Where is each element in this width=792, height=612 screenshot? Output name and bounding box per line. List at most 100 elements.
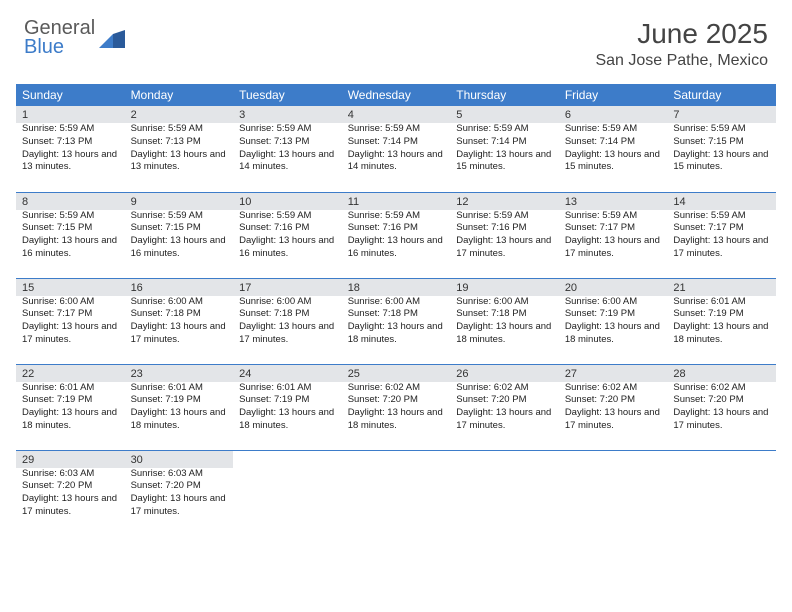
day-number: 21 [667, 279, 776, 296]
day-cell: 30Sunrise: 6:03 AMSunset: 7:20 PMDayligh… [125, 450, 234, 536]
dow-row: SundayMondayTuesdayWednesdayThursdayFrid… [16, 84, 776, 106]
empty-cell [450, 450, 559, 536]
day-cell: 10Sunrise: 5:59 AMSunset: 7:16 PMDayligh… [233, 192, 342, 278]
day-number: 6 [559, 106, 668, 123]
day-number: 17 [233, 279, 342, 296]
day-info: Sunrise: 5:59 AMSunset: 7:13 PMDaylight:… [233, 123, 342, 178]
week-row: 22Sunrise: 6:01 AMSunset: 7:19 PMDayligh… [16, 364, 776, 450]
day-info: Sunrise: 6:00 AMSunset: 7:18 PMDaylight:… [342, 296, 451, 351]
logo-blue: Blue [24, 37, 95, 57]
day-number: 16 [125, 279, 234, 296]
day-cell: 22Sunrise: 6:01 AMSunset: 7:19 PMDayligh… [16, 364, 125, 450]
day-info: Sunrise: 5:59 AMSunset: 7:14 PMDaylight:… [450, 123, 559, 178]
day-info: Sunrise: 5:59 AMSunset: 7:15 PMDaylight:… [667, 123, 776, 178]
dow-cell: Tuesday [233, 84, 342, 106]
empty-cell [233, 450, 342, 536]
day-info: Sunrise: 5:59 AMSunset: 7:17 PMDaylight:… [667, 210, 776, 265]
day-info: Sunrise: 5:59 AMSunset: 7:13 PMDaylight:… [125, 123, 234, 178]
day-number: 3 [233, 106, 342, 123]
day-number: 25 [342, 365, 451, 382]
logo: General Blue [24, 18, 125, 57]
dow-cell: Monday [125, 84, 234, 106]
day-number: 15 [16, 279, 125, 296]
day-info: Sunrise: 6:00 AMSunset: 7:17 PMDaylight:… [16, 296, 125, 351]
week-row: 1Sunrise: 5:59 AMSunset: 7:13 PMDaylight… [16, 106, 776, 192]
day-number: 28 [667, 365, 776, 382]
day-info: Sunrise: 6:01 AMSunset: 7:19 PMDaylight:… [16, 382, 125, 437]
day-info: Sunrise: 5:59 AMSunset: 7:15 PMDaylight:… [16, 210, 125, 265]
location: San Jose Pathe, Mexico [595, 52, 768, 70]
day-number: 22 [16, 365, 125, 382]
dow-cell: Friday [559, 84, 668, 106]
calendar-table: SundayMondayTuesdayWednesdayThursdayFrid… [16, 84, 776, 536]
empty-cell [667, 450, 776, 536]
day-cell: 5Sunrise: 5:59 AMSunset: 7:14 PMDaylight… [450, 106, 559, 192]
day-info: Sunrise: 6:01 AMSunset: 7:19 PMDaylight:… [667, 296, 776, 351]
day-number: 4 [342, 106, 451, 123]
day-number: 8 [16, 193, 125, 210]
day-info: Sunrise: 5:59 AMSunset: 7:14 PMDaylight:… [342, 123, 451, 178]
week-row: 8Sunrise: 5:59 AMSunset: 7:15 PMDaylight… [16, 192, 776, 278]
day-info: Sunrise: 6:00 AMSunset: 7:18 PMDaylight:… [125, 296, 234, 351]
day-cell: 18Sunrise: 6:00 AMSunset: 7:18 PMDayligh… [342, 278, 451, 364]
day-number: 10 [233, 193, 342, 210]
day-cell: 25Sunrise: 6:02 AMSunset: 7:20 PMDayligh… [342, 364, 451, 450]
day-cell: 9Sunrise: 5:59 AMSunset: 7:15 PMDaylight… [125, 192, 234, 278]
day-info: Sunrise: 5:59 AMSunset: 7:16 PMDaylight:… [342, 210, 451, 265]
day-number: 18 [342, 279, 451, 296]
day-info: Sunrise: 6:02 AMSunset: 7:20 PMDaylight:… [559, 382, 668, 437]
day-info: Sunrise: 5:59 AMSunset: 7:16 PMDaylight:… [233, 210, 342, 265]
day-info: Sunrise: 5:59 AMSunset: 7:14 PMDaylight:… [559, 123, 668, 178]
day-number: 13 [559, 193, 668, 210]
day-cell: 17Sunrise: 6:00 AMSunset: 7:18 PMDayligh… [233, 278, 342, 364]
day-number: 14 [667, 193, 776, 210]
day-number: 20 [559, 279, 668, 296]
dow-cell: Sunday [16, 84, 125, 106]
empty-cell [342, 450, 451, 536]
day-cell: 11Sunrise: 5:59 AMSunset: 7:16 PMDayligh… [342, 192, 451, 278]
day-number: 19 [450, 279, 559, 296]
day-info: Sunrise: 6:03 AMSunset: 7:20 PMDaylight:… [125, 468, 234, 523]
month-title: June 2025 [595, 18, 768, 50]
day-info: Sunrise: 5:59 AMSunset: 7:16 PMDaylight:… [450, 210, 559, 265]
day-cell: 12Sunrise: 5:59 AMSunset: 7:16 PMDayligh… [450, 192, 559, 278]
logo-text-block: General Blue [24, 18, 95, 57]
day-number: 24 [233, 365, 342, 382]
day-cell: 4Sunrise: 5:59 AMSunset: 7:14 PMDaylight… [342, 106, 451, 192]
day-cell: 23Sunrise: 6:01 AMSunset: 7:19 PMDayligh… [125, 364, 234, 450]
dow-cell: Thursday [450, 84, 559, 106]
day-info: Sunrise: 6:02 AMSunset: 7:20 PMDaylight:… [667, 382, 776, 437]
day-info: Sunrise: 6:02 AMSunset: 7:20 PMDaylight:… [450, 382, 559, 437]
day-info: Sunrise: 5:59 AMSunset: 7:13 PMDaylight:… [16, 123, 125, 178]
day-cell: 27Sunrise: 6:02 AMSunset: 7:20 PMDayligh… [559, 364, 668, 450]
day-info: Sunrise: 6:00 AMSunset: 7:18 PMDaylight:… [233, 296, 342, 351]
day-cell: 28Sunrise: 6:02 AMSunset: 7:20 PMDayligh… [667, 364, 776, 450]
day-cell: 7Sunrise: 5:59 AMSunset: 7:15 PMDaylight… [667, 106, 776, 192]
day-cell: 15Sunrise: 6:00 AMSunset: 7:17 PMDayligh… [16, 278, 125, 364]
day-number: 30 [125, 451, 234, 468]
day-number: 9 [125, 193, 234, 210]
day-info: Sunrise: 5:59 AMSunset: 7:15 PMDaylight:… [125, 210, 234, 265]
day-info: Sunrise: 6:01 AMSunset: 7:19 PMDaylight:… [125, 382, 234, 437]
day-cell: 26Sunrise: 6:02 AMSunset: 7:20 PMDayligh… [450, 364, 559, 450]
day-cell: 19Sunrise: 6:00 AMSunset: 7:18 PMDayligh… [450, 278, 559, 364]
day-cell: 1Sunrise: 5:59 AMSunset: 7:13 PMDaylight… [16, 106, 125, 192]
dow-cell: Saturday [667, 84, 776, 106]
day-cell: 29Sunrise: 6:03 AMSunset: 7:20 PMDayligh… [16, 450, 125, 536]
day-number: 7 [667, 106, 776, 123]
day-cell: 20Sunrise: 6:00 AMSunset: 7:19 PMDayligh… [559, 278, 668, 364]
logo-mark-icon [99, 30, 125, 48]
day-info: Sunrise: 6:02 AMSunset: 7:20 PMDaylight:… [342, 382, 451, 437]
day-number: 12 [450, 193, 559, 210]
day-number: 23 [125, 365, 234, 382]
day-cell: 16Sunrise: 6:00 AMSunset: 7:18 PMDayligh… [125, 278, 234, 364]
day-cell: 21Sunrise: 6:01 AMSunset: 7:19 PMDayligh… [667, 278, 776, 364]
day-info: Sunrise: 6:01 AMSunset: 7:19 PMDaylight:… [233, 382, 342, 437]
day-number: 27 [559, 365, 668, 382]
day-info: Sunrise: 6:00 AMSunset: 7:19 PMDaylight:… [559, 296, 668, 351]
day-cell: 8Sunrise: 5:59 AMSunset: 7:15 PMDaylight… [16, 192, 125, 278]
day-cell: 13Sunrise: 5:59 AMSunset: 7:17 PMDayligh… [559, 192, 668, 278]
empty-cell [559, 450, 668, 536]
day-info: Sunrise: 6:03 AMSunset: 7:20 PMDaylight:… [16, 468, 125, 523]
week-row: 15Sunrise: 6:00 AMSunset: 7:17 PMDayligh… [16, 278, 776, 364]
